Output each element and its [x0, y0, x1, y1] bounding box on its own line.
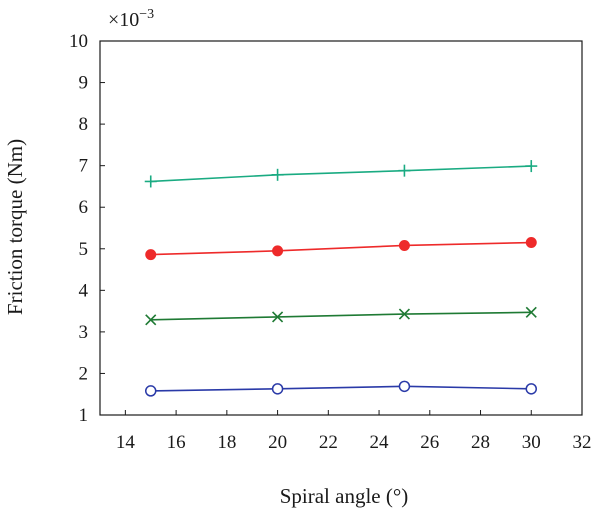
plot-axes [99, 40, 583, 416]
series-line [150, 385, 532, 392]
plus-marker [525, 160, 538, 173]
plus-marker [398, 164, 411, 177]
plot-frame [99, 40, 583, 416]
open-circle-marker [525, 383, 538, 395]
open-circle-marker [271, 383, 284, 395]
filled-circle-marker [145, 249, 157, 261]
cross-marker [145, 314, 157, 326]
x-tick-label: 26 [420, 432, 439, 453]
filled-circle-marker [398, 239, 410, 251]
y-tick-label: 10 [69, 31, 88, 52]
x-tick-label: 28 [471, 432, 490, 453]
open-circle-marker [144, 385, 157, 397]
series-line [150, 241, 532, 256]
series-line [150, 165, 532, 183]
y-tick-label: 8 [79, 114, 89, 135]
filled-circle-marker [272, 245, 284, 257]
x-tick-label: 24 [370, 432, 390, 453]
x-tick-label: 16 [167, 432, 186, 453]
plus-marker [271, 168, 284, 181]
series-line [150, 311, 532, 321]
y-axis-ticks: 1 2 3 4 5 6 7 8 9 10 [69, 31, 105, 426]
plus-marker [144, 175, 157, 188]
filled-circle-marker [525, 237, 537, 249]
series-3 [145, 306, 537, 326]
x-tick-label: 30 [522, 432, 541, 453]
series-layer [144, 160, 538, 397]
x-tick-label: 32 [573, 432, 592, 453]
cross-marker [272, 311, 284, 323]
x-axis-ticks: 14 16 18 20 22 24 26 28 30 32 [116, 410, 592, 453]
y-tick-label: 7 [79, 156, 89, 177]
x-tick-label: 22 [319, 432, 338, 453]
y-tick-label: 9 [79, 73, 89, 94]
y-tick-label: 1 [79, 405, 89, 426]
open-circle-marker [398, 380, 411, 393]
y-axis-multiplier: ×10−3 [108, 7, 154, 31]
cross-marker [525, 306, 537, 318]
x-axis-label: Spiral angle (°) [280, 484, 409, 508]
y-tick-label: 6 [79, 197, 89, 218]
y-axis-label: Friction torque (Nm) [3, 139, 27, 315]
x-tick-label: 14 [116, 432, 136, 453]
x-tick-label: 18 [217, 432, 236, 453]
x-tick-label: 20 [268, 432, 287, 453]
series-1 [144, 160, 538, 188]
series-2 [145, 237, 537, 261]
y-tick-label: 2 [79, 363, 89, 384]
cross-marker [398, 308, 410, 320]
y-tick-label: 4 [79, 280, 89, 301]
y-tick-label: 3 [79, 322, 89, 343]
y-tick-label: 5 [79, 239, 89, 260]
series-4 [144, 380, 538, 397]
